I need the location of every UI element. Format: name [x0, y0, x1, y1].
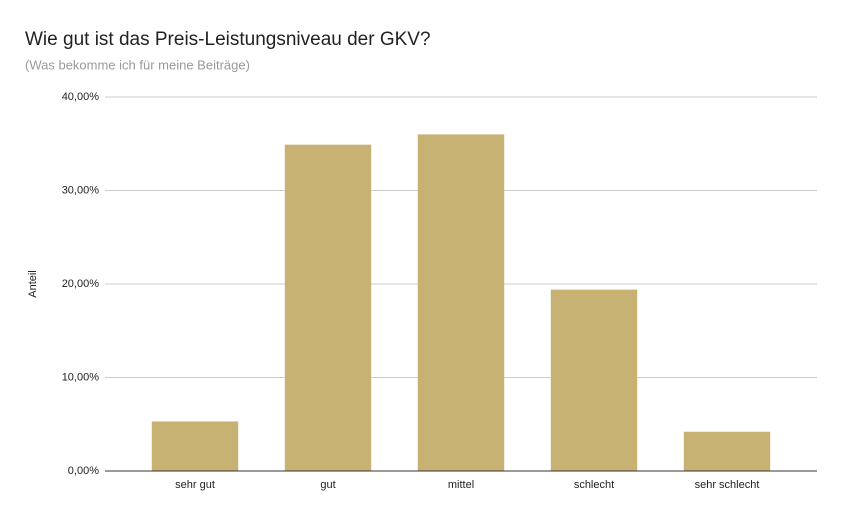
y-tick-label: 0,00% — [68, 465, 99, 477]
chart-title: Wie gut ist das Preis-Leistungsniveau de… — [25, 29, 431, 50]
y-axis-label: Anteil — [27, 270, 39, 298]
y-tick-label: 20,00% — [62, 278, 100, 290]
bar — [550, 289, 638, 471]
bar — [284, 144, 372, 471]
y-tick-label: 10,00% — [62, 371, 100, 383]
bar — [683, 431, 771, 471]
x-tick-label: sehr schlecht — [695, 479, 760, 491]
x-tick-label: sehr gut — [175, 479, 215, 491]
x-tick-label: mittel — [448, 479, 474, 491]
x-tick-label: schlecht — [574, 479, 614, 491]
y-tick-label: 40,00% — [62, 91, 100, 103]
bar — [417, 134, 505, 471]
y-tick-label: 30,00% — [62, 184, 100, 196]
bar — [151, 421, 239, 471]
x-tick-label: gut — [320, 479, 335, 491]
chart-subtitle: (Was bekomme ich für meine Beiträge) — [25, 57, 250, 72]
